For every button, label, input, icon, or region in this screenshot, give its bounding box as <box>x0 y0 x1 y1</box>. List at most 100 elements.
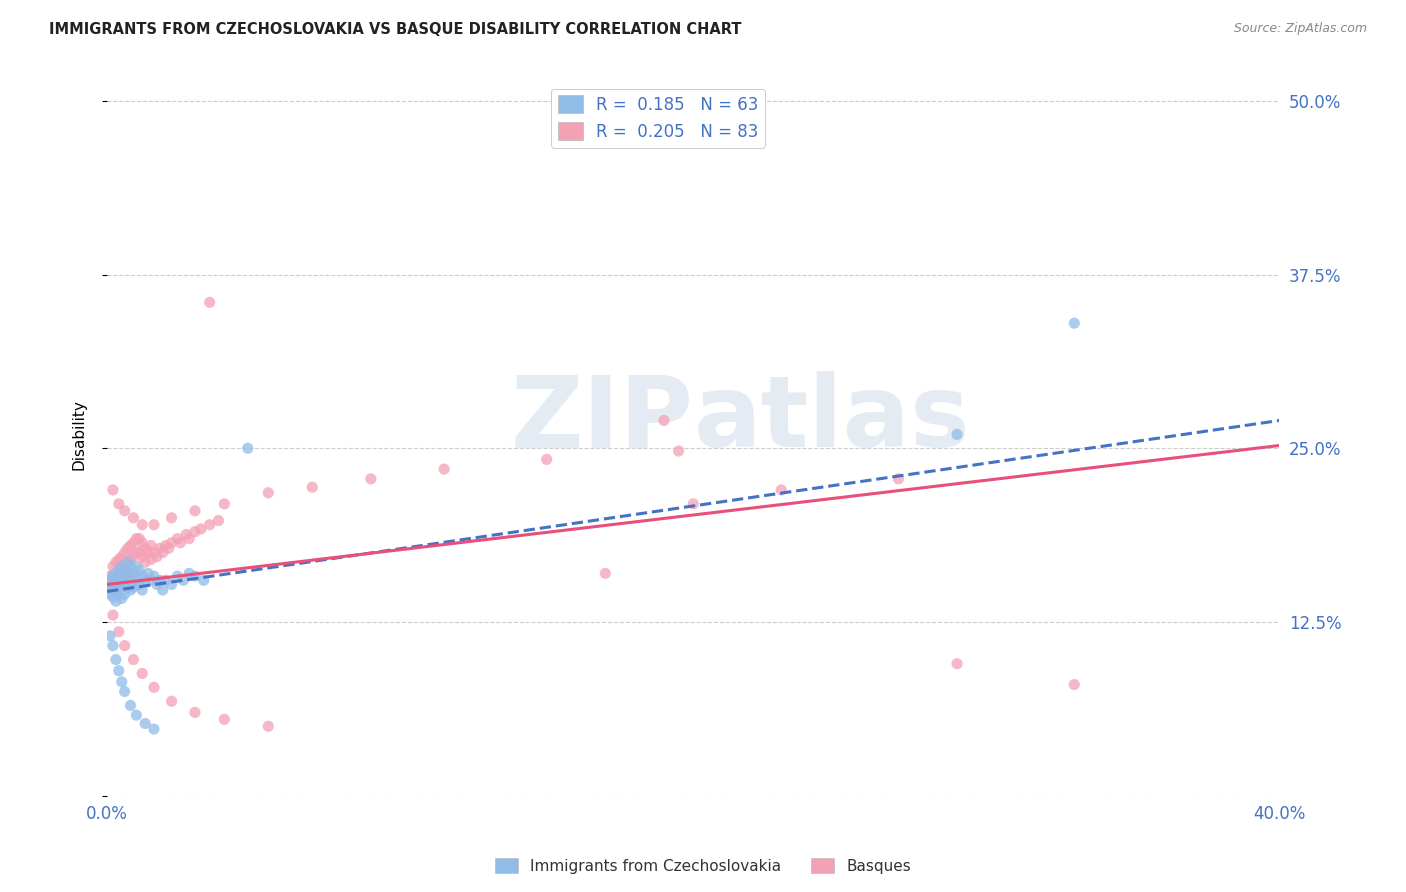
Point <box>184 569 207 583</box>
Point <box>136 566 159 581</box>
Point <box>301 480 323 494</box>
Point <box>107 624 129 639</box>
Point <box>125 574 148 588</box>
Point <box>179 532 201 546</box>
Y-axis label: Disability: Disability <box>72 399 86 470</box>
Point <box>184 706 207 720</box>
Point <box>111 549 134 564</box>
Text: ZIP: ZIP <box>510 371 693 468</box>
Point <box>152 545 174 559</box>
Point <box>184 504 207 518</box>
Point <box>143 722 166 736</box>
Point <box>107 564 129 578</box>
Point <box>179 566 201 581</box>
Point <box>117 569 139 583</box>
Point <box>155 574 177 588</box>
Point <box>120 552 142 566</box>
Point <box>128 545 150 559</box>
Point <box>98 569 121 583</box>
Point <box>155 539 177 553</box>
Point <box>125 532 148 546</box>
Point <box>257 719 280 733</box>
Point <box>143 681 166 695</box>
Point <box>160 694 183 708</box>
Point <box>946 657 969 671</box>
Point <box>114 504 136 518</box>
Point <box>122 580 145 594</box>
Point <box>125 545 148 559</box>
Point <box>111 559 134 574</box>
Point <box>160 510 183 524</box>
Point <box>190 522 212 536</box>
Point <box>98 629 121 643</box>
Point <box>122 549 145 564</box>
Point <box>101 569 124 583</box>
Point <box>98 574 121 588</box>
Point <box>169 536 191 550</box>
Point <box>114 566 136 581</box>
Point <box>160 536 183 550</box>
Point <box>125 559 148 574</box>
Point <box>120 574 142 588</box>
Point <box>104 652 127 666</box>
Legend: Immigrants from Czechoslovakia, Basques: Immigrants from Czechoslovakia, Basques <box>488 852 918 880</box>
Point <box>107 577 129 591</box>
Point <box>117 580 139 594</box>
Point <box>128 564 150 578</box>
Point <box>214 712 236 726</box>
Point <box>104 566 127 581</box>
Point <box>104 594 127 608</box>
Point <box>143 517 166 532</box>
Point <box>143 545 166 559</box>
Point <box>120 539 142 553</box>
Point <box>114 587 136 601</box>
Point <box>120 698 142 713</box>
Point <box>652 413 675 427</box>
Point <box>143 569 166 583</box>
Point <box>107 569 129 583</box>
Point <box>107 552 129 566</box>
Point <box>117 555 139 569</box>
Point <box>114 577 136 591</box>
Point <box>184 524 207 539</box>
Point <box>117 541 139 556</box>
Point <box>101 582 124 597</box>
Point <box>104 566 127 581</box>
Point <box>193 574 215 588</box>
Legend: R =  0.185   N = 63, R =  0.205   N = 83: R = 0.185 N = 63, R = 0.205 N = 83 <box>551 88 765 147</box>
Point <box>166 532 188 546</box>
Point <box>114 559 136 574</box>
Point <box>668 444 690 458</box>
Point <box>101 590 124 604</box>
Point <box>198 295 221 310</box>
Point <box>174 527 197 541</box>
Point <box>104 574 127 588</box>
Text: atlas: atlas <box>693 371 970 468</box>
Point <box>152 582 174 597</box>
Point <box>114 639 136 653</box>
Point <box>146 577 169 591</box>
Point <box>111 580 134 594</box>
Text: IMMIGRANTS FROM CZECHOSLOVAKIA VS BASQUE DISABILITY CORRELATION CHART: IMMIGRANTS FROM CZECHOSLOVAKIA VS BASQUE… <box>49 22 742 37</box>
Point <box>433 462 456 476</box>
Point <box>149 574 172 588</box>
Point <box>111 559 134 574</box>
Point <box>131 517 153 532</box>
Point <box>157 541 180 556</box>
Text: Source: ZipAtlas.com: Source: ZipAtlas.com <box>1233 22 1367 36</box>
Point <box>595 566 617 581</box>
Point <box>1063 316 1085 330</box>
Point <box>104 580 127 594</box>
Point <box>236 442 259 456</box>
Point <box>104 582 127 597</box>
Point <box>131 582 153 597</box>
Point <box>98 587 121 601</box>
Point <box>120 582 142 597</box>
Point <box>198 517 221 532</box>
Point <box>125 708 148 723</box>
Point <box>207 514 229 528</box>
Point <box>214 497 236 511</box>
Point <box>101 559 124 574</box>
Point <box>120 559 142 574</box>
Point <box>131 536 153 550</box>
